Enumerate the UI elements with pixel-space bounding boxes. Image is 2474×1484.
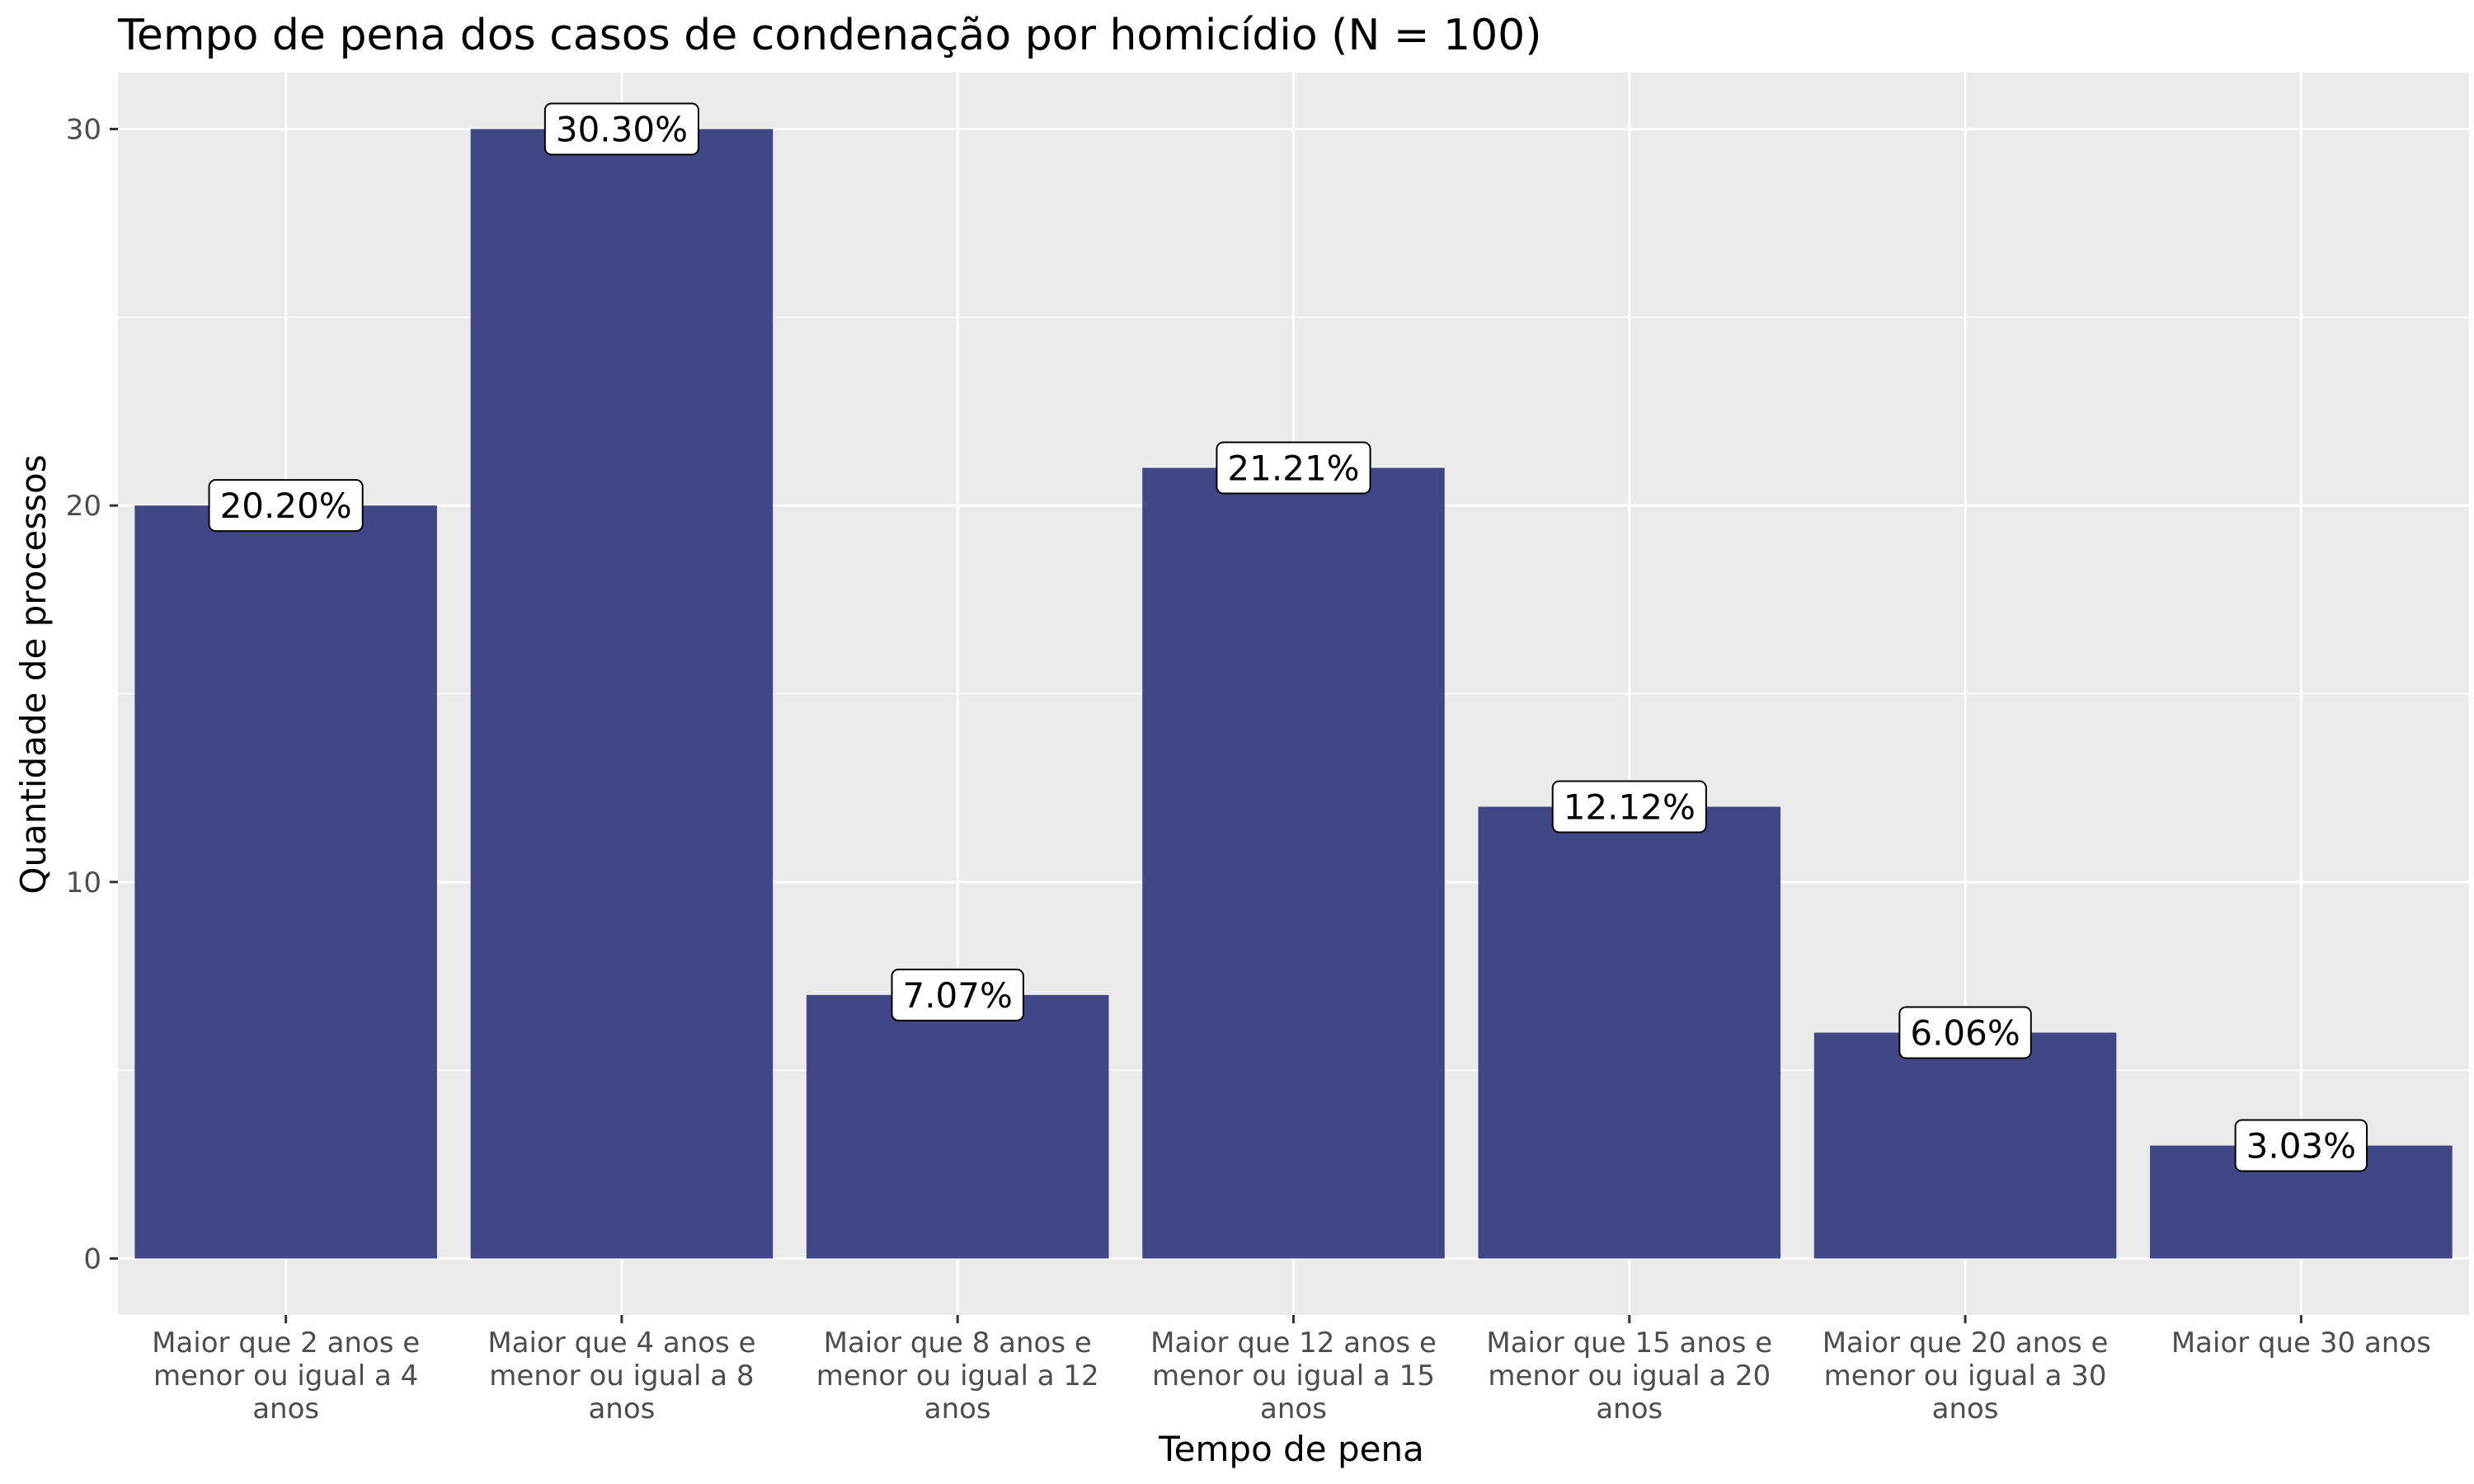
x-tick-label-line: anos (252, 1392, 319, 1425)
data-labels: 20.20% 30.30% 7.07% 21.21% 12.12% 6.06% 3.03% (208, 102, 2368, 1172)
x-tick-label-line: anos (1260, 1392, 1327, 1425)
x-tick-label: Maior que 15 anos e menor ou igual a 20 an… (1486, 1327, 1772, 1425)
data-label-box (1551, 780, 1707, 834)
x-tick-label: Maior que 2 anos e menor ou igual a 4 anos (152, 1327, 420, 1425)
x-tick-label-line: menor ou igual a 15 (1152, 1360, 1435, 1392)
data-label: 20.20% (220, 486, 352, 526)
bars (134, 129, 2453, 1259)
bar (1142, 467, 1445, 1259)
x-tick-label-line: menor ou igual a 4 (153, 1360, 418, 1392)
data-label-box (208, 479, 364, 533)
y-tick-label: 30 (66, 114, 101, 147)
bar (1478, 806, 1781, 1259)
data-label-box (891, 968, 1024, 1021)
x-axis-title: Tempo de pena (1158, 1429, 1424, 1469)
x-tick-label-line: Maior que 4 anos e (487, 1327, 755, 1360)
data-label: 7.07% (902, 975, 1012, 1016)
x-tick-label: Maior que 8 anos e menor ou igual a 12 ano… (816, 1327, 1099, 1425)
x-tick-label-line: Maior que 2 anos e (152, 1327, 420, 1360)
y-tick-label: 0 (83, 1243, 101, 1276)
bar (1813, 1032, 2117, 1259)
x-tick-label: Maior que 30 anos (2171, 1327, 2431, 1360)
x-tick-label-line: anos (924, 1392, 991, 1425)
chart-title: Tempo de pena dos casos de condenação po… (117, 11, 1542, 60)
x-tick-label: Maior que 4 anos e menor ou igual a 8 anos (487, 1327, 755, 1425)
x-tick-label-line: Maior que 30 anos (2171, 1327, 2431, 1360)
bar (470, 129, 774, 1259)
x-axis: Maior que 2 anos e menor ou igual a 4 anos… (152, 1315, 2431, 1425)
y-axis: 0 10 20 30 (66, 114, 118, 1276)
data-label: 30.30% (556, 110, 688, 150)
x-tick-label: Maior que 20 anos e menor ou igual a 30 an… (1823, 1327, 2109, 1425)
x-tick-label-line: anos (588, 1392, 655, 1425)
x-tick-label-line: Maior que 15 anos e (1486, 1327, 1772, 1360)
x-tick-label-line: menor ou igual a 20 (1488, 1360, 1771, 1392)
y-tick-label: 20 (66, 490, 101, 523)
x-tick-label: Maior que 12 anos e menor ou igual a 15 an… (1150, 1327, 1437, 1425)
x-tick-label-line: menor ou igual a 12 (816, 1360, 1099, 1392)
y-tick-label: 10 (66, 866, 101, 899)
data-label: 6.06% (1910, 1013, 2020, 1054)
data-label: 3.03% (2246, 1126, 2356, 1167)
data-label-box (543, 102, 700, 156)
x-tick-label-line: menor ou igual a 8 (489, 1360, 754, 1392)
x-tick-label-line: menor ou igual a 30 (1824, 1360, 2107, 1392)
x-tick-label-line: anos (1932, 1392, 1999, 1425)
y-axis-title: Quantidade de processos (13, 454, 54, 894)
bar (134, 505, 437, 1259)
data-label: 12.12% (1564, 787, 1696, 828)
x-tick-label-line: Maior que 8 anos e (824, 1327, 1092, 1360)
x-tick-label-line: anos (1596, 1392, 1663, 1425)
data-label-box (1898, 1006, 2032, 1059)
data-label: 21.21% (1227, 448, 1359, 489)
bar (806, 994, 1109, 1259)
data-label-box (1216, 441, 1371, 495)
data-label-box (2234, 1119, 2368, 1172)
x-tick-label-line: Maior que 12 anos e (1150, 1327, 1437, 1360)
x-tick-label-line: Maior que 20 anos e (1823, 1327, 2109, 1360)
